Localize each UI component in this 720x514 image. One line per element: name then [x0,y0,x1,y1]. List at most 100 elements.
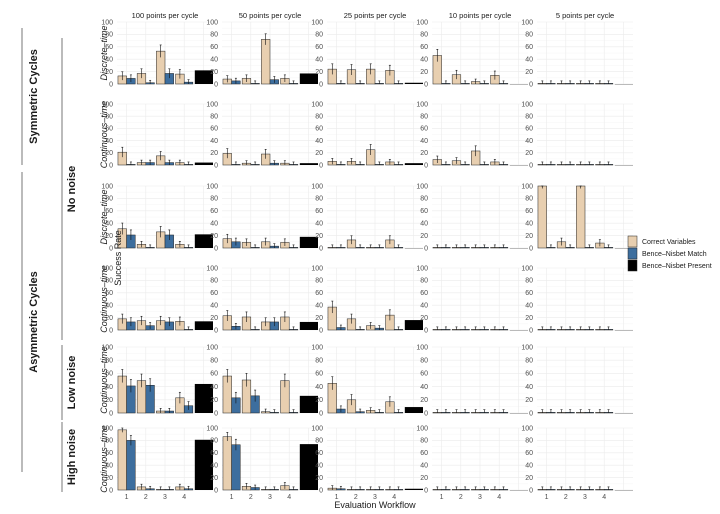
y-tick-label: 80 [315,114,323,121]
row-label: Discrete–time [99,189,109,244]
y-tick-label: 80 [210,196,218,203]
bar-correct-variables [117,429,127,491]
y-tick-label: 40 [420,221,428,228]
bar-bence-nisbet-present [614,330,633,331]
y-tick-label: 100 [101,101,113,108]
panel: 0 20 40 60 80 100 [416,19,528,88]
y-tick-label: 40 [315,57,323,64]
y-tick-label: 60 [105,44,113,51]
y-tick-label: 40 [420,138,428,145]
bar-bence-nisbet-match [231,444,241,491]
bar-bence-nisbet-present [404,488,423,490]
y-tick-label: 60 [315,126,323,133]
y-tick-label: 40 [105,221,113,228]
y-tick-label: 100 [416,19,428,26]
panel: 0 20 40 60 80 100 1 2 3 4 [311,425,423,501]
y-tick-label: 20 [105,475,113,482]
y-tick-label: 100 [521,344,533,351]
y-tick-label: 100 [311,265,323,272]
y-tick-label: 100 [311,183,323,190]
y-tick-label: 40 [105,303,113,310]
row-label: Continuous–time [99,346,109,414]
y-tick-label: 60 [420,126,428,133]
panel: 0 20 40 60 80 100 [101,265,213,334]
y-tick-label: 0 [109,487,113,494]
x-tick-label: 3 [583,494,587,501]
x-tick-label: 3 [373,494,377,501]
y-tick-label: 40 [525,303,533,310]
y-tick-label: 20 [420,69,428,76]
y-tick-label: 80 [210,278,218,285]
y-tick-label: 40 [525,138,533,145]
y-tick-label: 40 [315,138,323,145]
y-tick-label: 0 [424,81,428,88]
y-tick-label: 20 [525,150,533,157]
y-tick-label: 60 [420,44,428,51]
y-tick-label: 80 [105,114,113,121]
bar-bence-nisbet-present [404,320,423,330]
y-tick-label: 0 [214,487,218,494]
panel: 0 20 40 60 80 100 1 2 3 4 [101,425,213,501]
y-tick-label: 0 [529,487,533,494]
column-title: 10 points per cycle [449,11,512,20]
y-tick-label: 100 [206,19,218,26]
y-tick-label: 20 [210,315,218,322]
y-tick-label: 80 [105,32,113,39]
y-tick-label: 40 [105,384,113,391]
y-tick-label: 20 [315,69,323,76]
y-tick-label: 60 [210,371,218,378]
y-tick-label: 0 [214,245,218,252]
y-tick-label: 100 [521,101,533,108]
y-tick-label: 40 [315,303,323,310]
bar-bence-nisbet-present [509,413,528,414]
legend: Correct Variables Bence–Nisbet Match Bence… [627,235,712,272]
y-tick-label: 20 [420,233,428,240]
y-tick-label: 60 [420,371,428,378]
y-tick-label: 0 [109,81,113,88]
y-tick-label: 100 [101,265,113,272]
x-tick-label: 2 [459,494,463,501]
bar-bence-nisbet-present [299,236,318,248]
y-tick-label: 100 [311,101,323,108]
bar-bence-nisbet-present [509,165,528,166]
y-tick-label: 20 [525,475,533,482]
panel: 0 20 40 60 80 100 1 2 3 4 [416,425,528,501]
y-tick-label: 60 [210,450,218,457]
y-axis-label: Success Rate [113,230,123,286]
panel: 0 20 40 60 80 100 1 2 3 4 [521,425,633,501]
y-tick-label: 100 [416,425,428,432]
bar-bence-nisbet-present [194,321,213,330]
y-tick-label: 80 [315,196,323,203]
y-tick-label: 80 [525,114,533,121]
y-tick-label: 0 [424,327,428,334]
y-tick-label: 20 [105,69,113,76]
y-tick-label: 60 [105,126,113,133]
y-tick-label: 20 [420,397,428,404]
legend-swatch [627,259,638,272]
y-tick-label: 20 [525,397,533,404]
bar-bence-nisbet-present [194,70,213,84]
y-tick-label: 100 [101,19,113,26]
y-tick-label: 20 [525,69,533,76]
y-tick-label: 80 [105,438,113,445]
panel: 0 20 40 60 80 100 [206,19,318,88]
y-tick-label: 80 [420,196,428,203]
bar-bence-nisbet-present [509,330,528,331]
x-tick-label: 2 [249,494,253,501]
row-label: Continuous–time [99,265,109,333]
y-tick-label: 20 [210,233,218,240]
y-tick-label: 20 [315,315,323,322]
bar-bence-nisbet-present [299,444,318,490]
panel: 0 20 40 60 80 100 [311,183,423,252]
y-tick-label: 60 [525,208,533,215]
y-tick-label: 80 [420,32,428,39]
y-tick-label: 40 [210,384,218,391]
row-label: Discrete–time [99,25,109,80]
y-tick-label: 80 [105,278,113,285]
y-tick-label: 40 [105,57,113,64]
y-tick-label: 40 [210,138,218,145]
x-tick-label: 1 [230,494,234,501]
panel: 0 20 40 60 80 100 [206,101,318,169]
y-tick-label: 60 [525,44,533,51]
